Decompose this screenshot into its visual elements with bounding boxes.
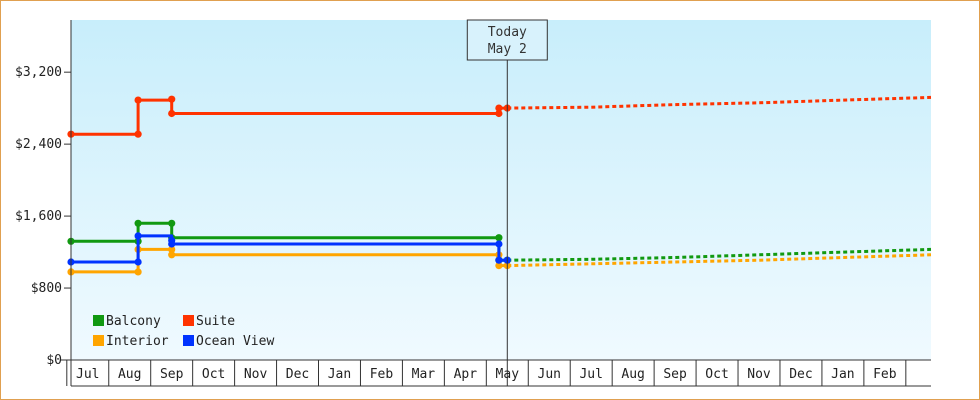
data-point-interior-6	[495, 262, 503, 270]
data-point-suite-6	[495, 104, 503, 112]
data-point-ocean-view-5	[495, 240, 503, 248]
x-tick-label: Dec	[789, 367, 812, 382]
x-tick-label: Jan	[328, 367, 351, 382]
x-tick-label: Nov	[244, 367, 268, 382]
today-label: Today	[488, 25, 527, 40]
today-date: May 2	[488, 42, 527, 57]
y-tick-label: $1,600	[15, 209, 62, 224]
y-tick-label: $2,400	[15, 137, 62, 152]
data-point-balcony-5	[495, 234, 503, 242]
data-point-suite-5	[495, 109, 503, 118]
today-box	[466, 19, 548, 61]
x-tick-label: Feb	[370, 367, 394, 382]
data-point-suite-1	[134, 130, 142, 138]
series-forecast-balcony	[507, 247, 932, 262]
x-tick-label: Oct	[705, 367, 728, 382]
y-tick-label: $800	[31, 281, 62, 296]
x-tick-label: Apr	[454, 367, 478, 382]
x-tick-label: Sep	[663, 367, 687, 382]
x-tick-label: Jul	[76, 367, 99, 382]
legend-swatch-interior	[93, 335, 104, 346]
legend-label-balcony: Balcony	[106, 314, 161, 329]
data-point-ocean-view-4	[168, 240, 176, 248]
plot-area	[71, 20, 931, 360]
x-tick-label: Sep	[160, 367, 184, 382]
data-point-suite-3	[168, 95, 176, 103]
data-point-balcony-2	[134, 219, 142, 227]
data-point-suite-4	[168, 109, 176, 118]
data-point-balcony-3	[168, 219, 176, 227]
data-point-ocean-view-6	[495, 256, 503, 264]
data-point-interior-3	[168, 245, 176, 253]
series-forecast-interior	[507, 253, 932, 268]
data-point-interior-4	[168, 251, 176, 259]
legend: Balcony Suite Interior Ocean View	[93, 314, 274, 349]
x-tick-label: Jun	[538, 367, 561, 382]
x-tick-label: Aug	[621, 367, 644, 382]
x-tick-label: Jul	[579, 367, 602, 382]
x-tick-label: Oct	[202, 367, 225, 382]
legend-swatch-balcony	[93, 315, 104, 326]
series-forecast-suite	[507, 95, 932, 110]
legend-label-ocean-view: Ocean View	[196, 334, 274, 349]
data-point-suite-2	[134, 96, 142, 104]
data-point-ocean-view-1	[134, 258, 142, 266]
series-layer	[67, 95, 932, 276]
x-tick-label: May	[496, 367, 520, 382]
x-tick-label: Jan	[831, 367, 854, 382]
data-point-interior-1	[134, 268, 142, 276]
x-tick-label: Aug	[118, 367, 141, 382]
y-tick-label: $3,200	[15, 65, 62, 80]
legend-label-interior: Interior	[106, 334, 169, 349]
x-tick-label: Mar	[412, 367, 436, 382]
today-marker: Today May 2	[466, 19, 548, 386]
legend-label-suite: Suite	[196, 314, 235, 329]
legend-swatch-suite	[183, 315, 194, 326]
y-tick-label: $0	[46, 353, 62, 368]
x-tick-label: Nov	[747, 367, 771, 382]
legend-swatch-ocean-view	[183, 335, 194, 346]
data-point-ocean-view-2	[134, 232, 142, 240]
x-tick-label: Feb	[873, 367, 897, 382]
axes: $0 $800 $1,600 $2,400 $3,200 Jul Aug Sep Oct Nov D…	[15, 20, 931, 387]
x-tick-label: Dec	[286, 367, 309, 382]
